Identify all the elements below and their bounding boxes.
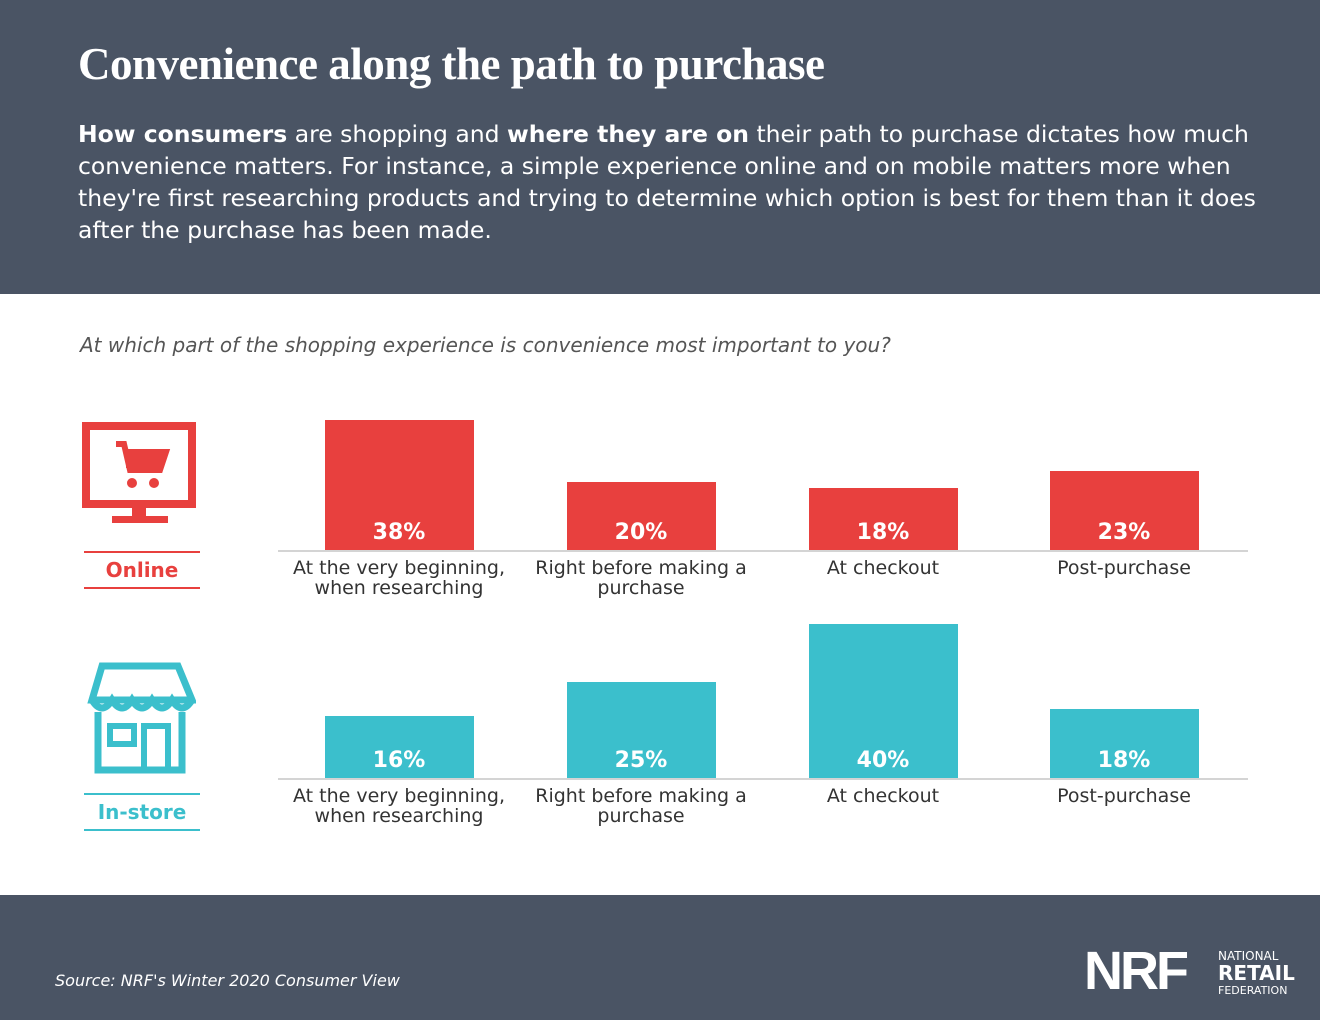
title: Convenience along the path to purchase xyxy=(78,39,825,89)
x-tick-label: At checkout xyxy=(826,557,940,579)
value-label: 18% xyxy=(1097,748,1151,773)
online-icon xyxy=(82,422,196,523)
bar xyxy=(1049,708,1199,778)
question: At which part of the shopping experience… xyxy=(80,333,891,357)
value-label: 18% xyxy=(856,520,910,545)
logo-text: FEDERATION xyxy=(1218,984,1288,997)
value-label: 16% xyxy=(372,748,426,773)
bar xyxy=(808,488,958,550)
x-tick-label: Right before making a purchase xyxy=(535,557,747,599)
logo-text: RETAIL xyxy=(1218,961,1295,985)
x-tick-label: At the very beginning, when researching xyxy=(293,557,505,599)
x-tick-label: At the very beginning, when researching xyxy=(293,785,505,827)
x-tick-label: Right before making a purchase xyxy=(535,785,747,827)
value-label: 25% xyxy=(614,748,668,773)
bar xyxy=(1049,471,1199,550)
logo-mark: NRF xyxy=(1084,941,1189,1001)
source: Source: NRF's Winter 2020 Consumer View xyxy=(55,971,400,990)
logo-text: NATIONAL xyxy=(1218,949,1279,963)
intro-part: where they are on xyxy=(507,120,749,148)
value-label: 23% xyxy=(1097,520,1151,545)
bar xyxy=(324,716,474,778)
bar xyxy=(566,481,716,550)
x-tick-label: Post-purchase xyxy=(1057,785,1191,807)
bar xyxy=(808,624,958,778)
section-label: In-store xyxy=(84,793,200,831)
footer xyxy=(0,895,1320,1020)
baseline xyxy=(278,778,1248,780)
value-label: 40% xyxy=(856,748,910,773)
intro: How consumers are shopping and where the… xyxy=(78,118,1258,246)
x-tick-label: Post-purchase xyxy=(1057,557,1191,579)
baseline xyxy=(278,550,1248,552)
header xyxy=(0,0,1320,294)
value-label: 38% xyxy=(372,520,426,545)
store-icon xyxy=(87,662,196,774)
x-tick-label: At checkout xyxy=(826,785,940,807)
bar xyxy=(324,420,474,550)
intro-part: their path to purchase dictates how much… xyxy=(78,120,1256,244)
intro-part: How consumers xyxy=(78,120,288,148)
bar xyxy=(566,681,716,778)
section-label: Online xyxy=(84,551,200,589)
value-label: 20% xyxy=(614,520,668,545)
intro-part: are shopping and xyxy=(287,120,508,148)
